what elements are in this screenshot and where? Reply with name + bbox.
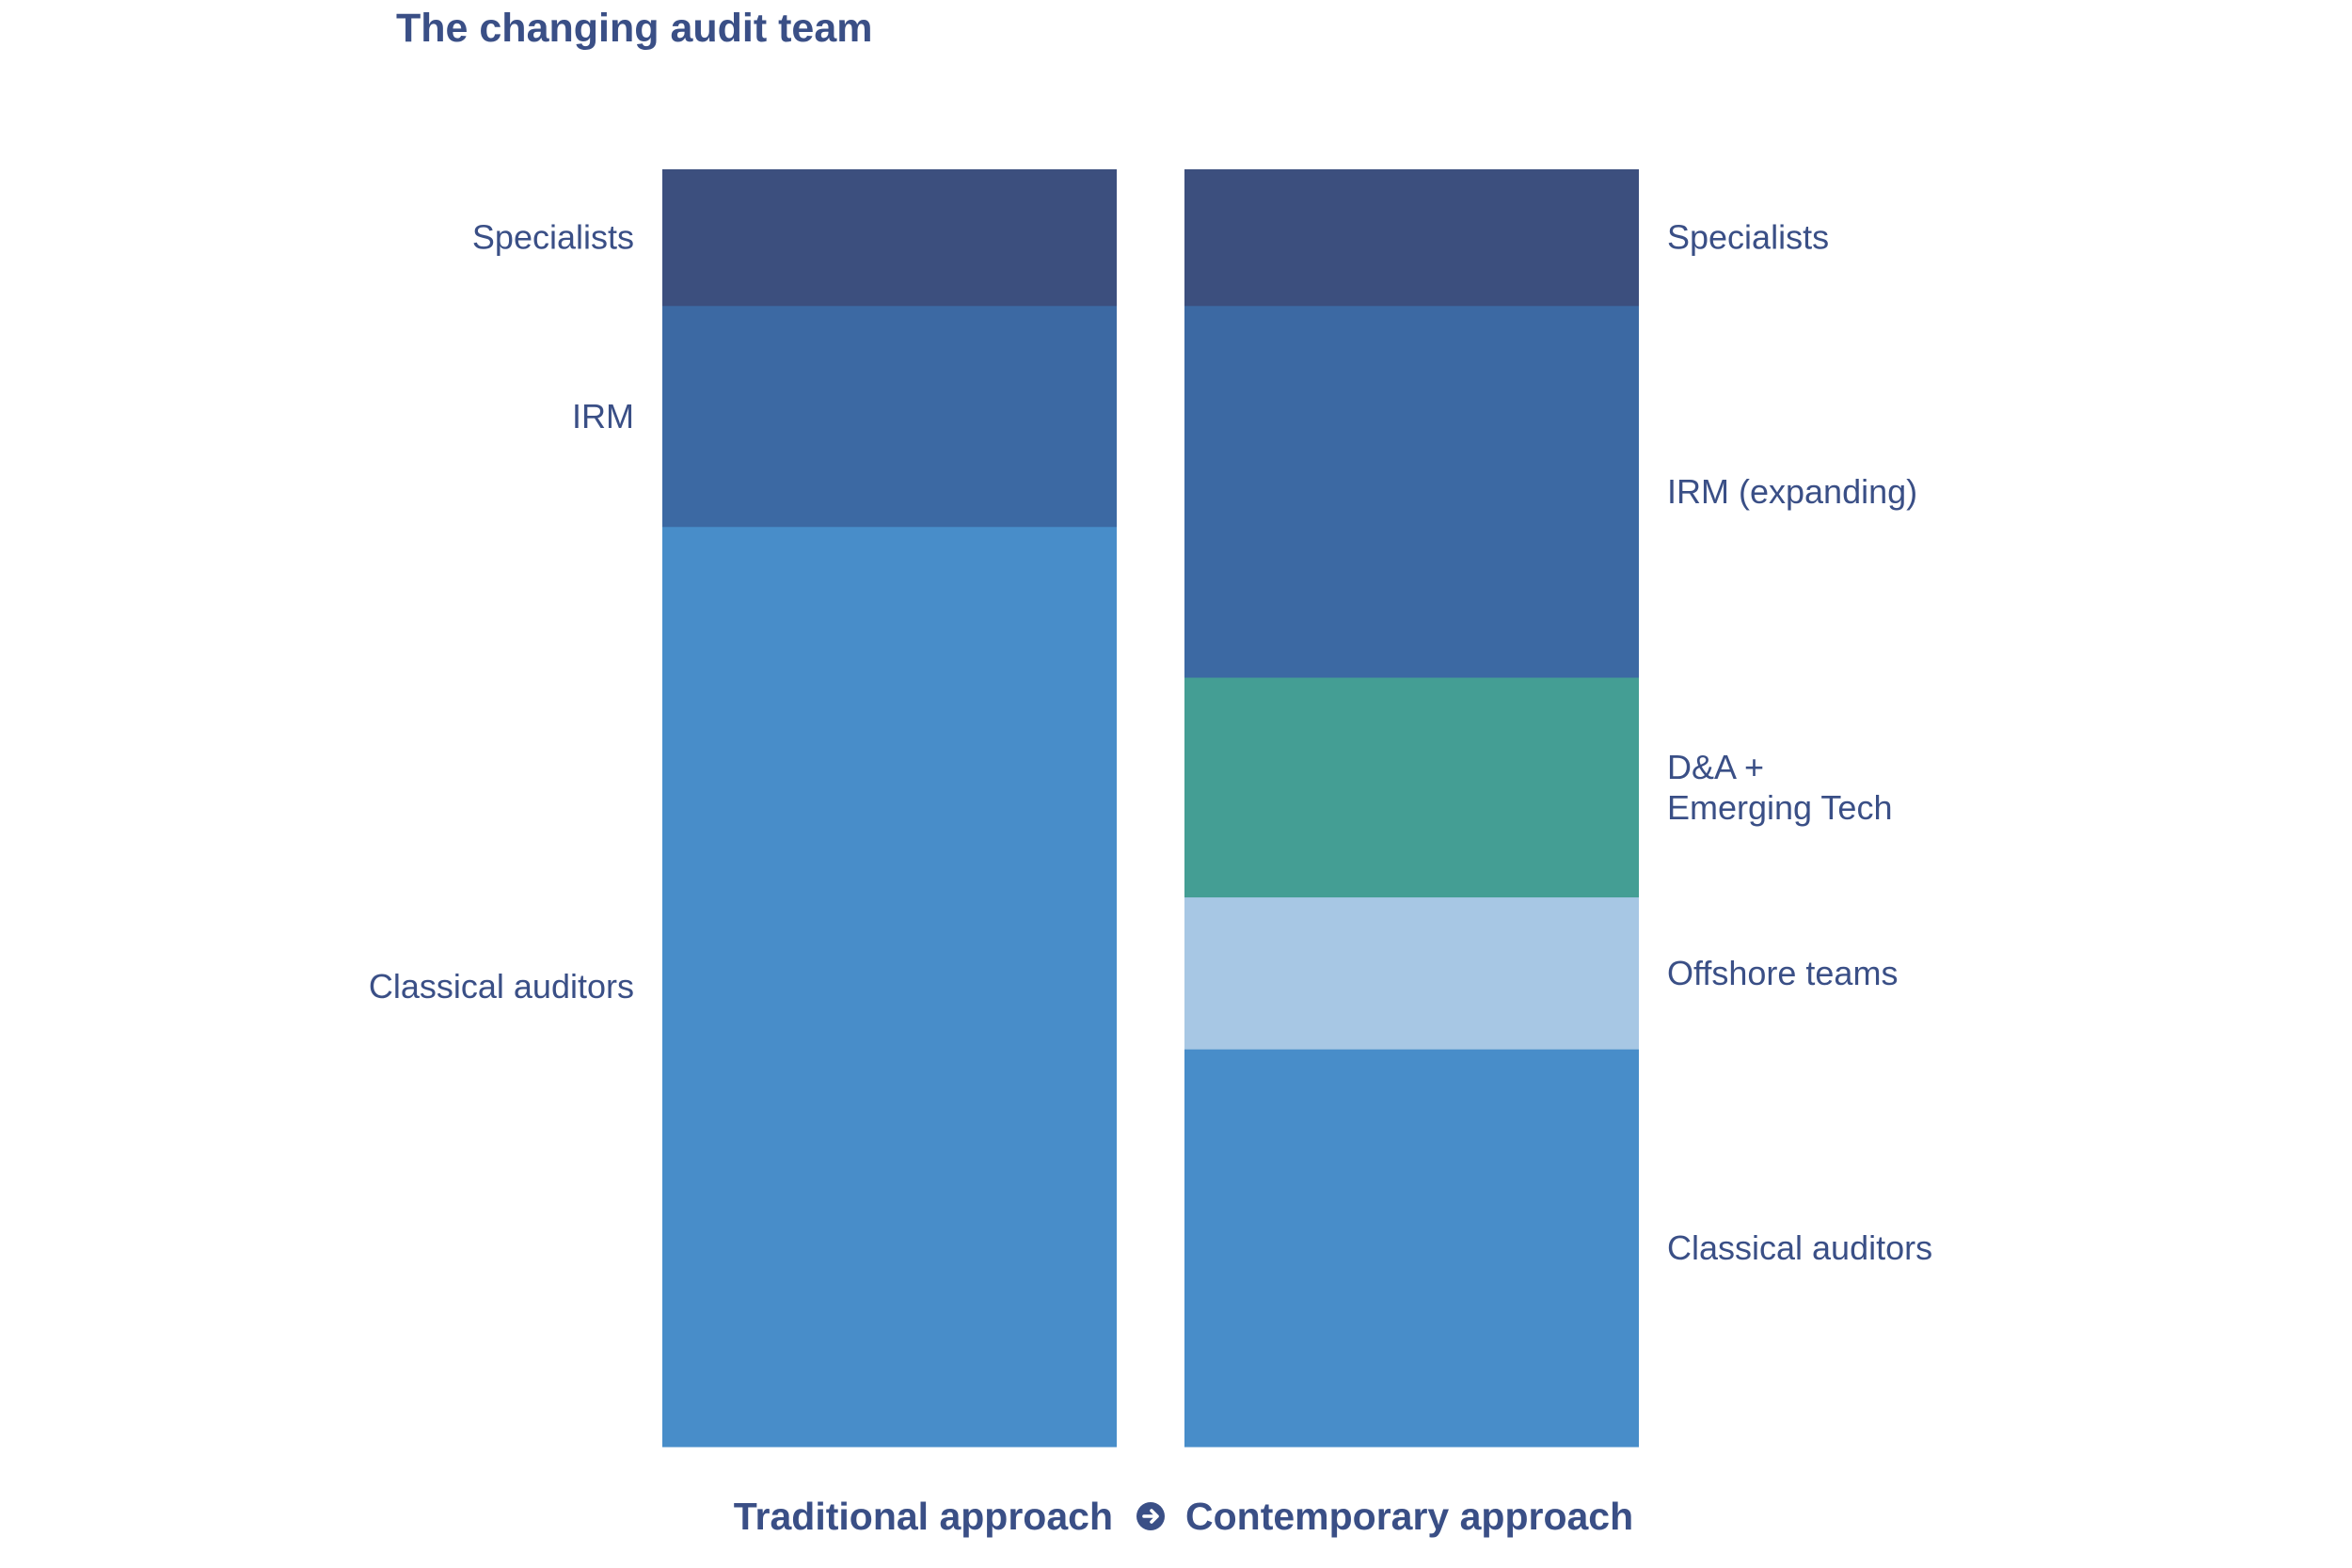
- bar-segment-traditional-approach-irm: [662, 306, 1117, 528]
- segment-label-contemporary-approach-irm-expanding: IRM (expanding): [1667, 472, 1917, 511]
- segment-label-contemporary-approach-classical-auditors: Classical auditors: [1667, 1228, 1932, 1267]
- segment-label-traditional-approach-specialists: Specialists: [472, 218, 634, 257]
- segment-label-line: IRM: [572, 397, 634, 436]
- segment-label-contemporary-approach-d-a-emerging-tech: D&A + Emerging Tech: [1667, 748, 1892, 827]
- bar-segment-traditional-approach-specialists: [662, 169, 1117, 307]
- category-label-traditional: Traditional approach: [734, 1495, 1113, 1538]
- bar-segment-contemporary-approach-d-a-emerging-tech: [1184, 677, 1639, 898]
- arrow-right-circle-icon: [1136, 1502, 1165, 1530]
- segment-label-line: Offshore teams: [1667, 954, 1898, 992]
- segment-label-line: Specialists: [1667, 218, 1829, 257]
- bar-segment-contemporary-approach-classical-auditors: [1184, 1049, 1639, 1448]
- chart-title: The changing audit team: [396, 6, 873, 51]
- bars-layer: [662, 169, 1639, 1448]
- segment-label-line: IRM (expanding): [1667, 472, 1917, 511]
- category-axis: Traditional approach Contemporary approa…: [734, 1495, 1633, 1538]
- segment-label-traditional-approach-classical-auditors: Classical auditors: [369, 967, 634, 1006]
- segment-label-line: Emerging Tech: [1667, 788, 1892, 827]
- segment-label-traditional-approach-irm: IRM: [572, 397, 634, 436]
- segment-labels-layer: Specialists IRM Classical auditors Speciali…: [369, 218, 1932, 1267]
- segment-label-line: Specialists: [472, 218, 634, 257]
- segment-label-line: D&A +: [1667, 748, 1764, 786]
- segment-label-contemporary-approach-specialists: Specialists: [1667, 218, 1829, 257]
- bar-segment-contemporary-approach-offshore-teams: [1184, 897, 1639, 1051]
- bar-segment-contemporary-approach-irm-expanding: [1184, 306, 1639, 678]
- bar-segment-contemporary-approach-specialists: [1184, 169, 1639, 307]
- bar-segment-traditional-approach-classical-auditors: [662, 527, 1117, 1448]
- category-label-contemporary: Contemporary approach: [1185, 1495, 1633, 1538]
- segment-label-line: Classical auditors: [1667, 1228, 1932, 1267]
- segment-label-line: Classical auditors: [369, 967, 634, 1006]
- segment-label-contemporary-approach-offshore-teams: Offshore teams: [1667, 954, 1898, 992]
